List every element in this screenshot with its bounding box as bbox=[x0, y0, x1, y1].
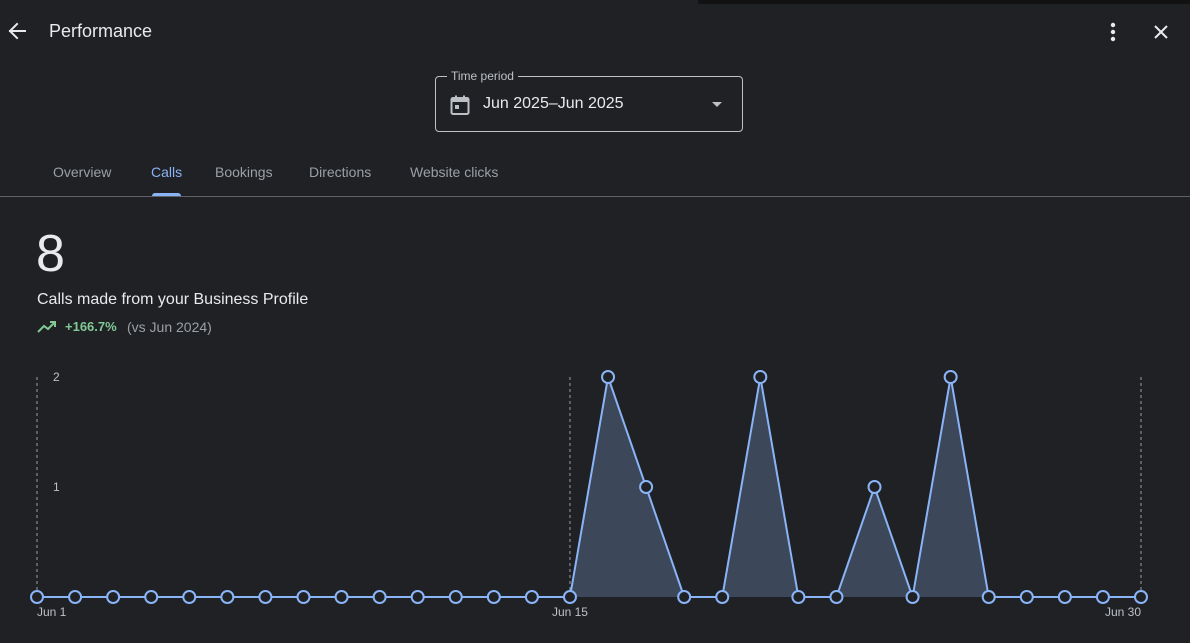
chart-point bbox=[943, 370, 958, 384]
tab-website-clicks[interactable]: Website clicks bbox=[410, 164, 499, 180]
chart-point bbox=[410, 590, 425, 604]
metric-label: Calls made from your Business Profile bbox=[37, 291, 309, 308]
chart-point bbox=[144, 590, 159, 604]
chart-x-tick-label: Jun 1 bbox=[37, 605, 67, 619]
more-options-button[interactable] bbox=[1100, 17, 1126, 47]
chart-point bbox=[1134, 590, 1148, 604]
back-button[interactable] bbox=[4, 15, 32, 47]
tab-bar: Overview Calls Bookings Directions Websi… bbox=[0, 150, 1190, 197]
calls-chart: 1 2 Jun 1 Jun 15 Jun 30 bbox=[0, 360, 1190, 643]
chart-point bbox=[1095, 590, 1110, 604]
tab-calls[interactable]: Calls bbox=[151, 164, 183, 180]
chart-x-tick-label: Jun 15 bbox=[552, 605, 588, 619]
change-percentage: +166.7% bbox=[65, 319, 117, 334]
chart-point bbox=[562, 590, 577, 604]
active-tab-indicator bbox=[152, 193, 181, 196]
header: Performance bbox=[0, 5, 1190, 60]
chart-point bbox=[486, 590, 501, 604]
chart-point bbox=[829, 590, 844, 604]
chart-point bbox=[220, 590, 235, 604]
tab-directions[interactable]: Directions bbox=[309, 164, 372, 180]
more-vert-icon bbox=[1110, 22, 1116, 42]
chart-y-tick-label: 2 bbox=[53, 370, 60, 384]
top-strip bbox=[0, 0, 1190, 5]
chart-y-tick-label: 1 bbox=[53, 480, 60, 494]
chart-point bbox=[981, 590, 996, 604]
chart-point bbox=[334, 590, 349, 604]
chart-point bbox=[68, 590, 83, 604]
chart-point bbox=[372, 590, 387, 604]
chart-svg: 1 2 Jun 1 Jun 15 Jun 30 bbox=[30, 370, 1148, 619]
time-period-value: Jun 2025–Jun 2025 bbox=[483, 95, 624, 112]
chart-point bbox=[715, 590, 730, 604]
total-calls-value: 8 bbox=[36, 225, 65, 283]
chart-point bbox=[296, 590, 311, 604]
chart-point bbox=[30, 590, 44, 604]
chart-point bbox=[1019, 590, 1034, 604]
page-title: Performance bbox=[49, 21, 153, 41]
chart-point bbox=[867, 480, 882, 494]
chart-point bbox=[677, 590, 692, 604]
tab-overview[interactable]: Overview bbox=[53, 164, 112, 180]
dropdown-arrow-icon bbox=[712, 102, 722, 107]
chart-point bbox=[182, 590, 197, 604]
calendar-icon bbox=[450, 95, 470, 115]
chart-point bbox=[258, 590, 273, 604]
chart-point bbox=[753, 370, 768, 384]
trending-up-icon bbox=[37, 321, 56, 333]
arrow-back-icon bbox=[8, 22, 26, 40]
chart-x-tick-label: Jun 30 bbox=[1105, 605, 1141, 619]
chart-point bbox=[791, 590, 806, 604]
comparison-period: (vs Jun 2024) bbox=[127, 319, 212, 335]
close-button[interactable] bbox=[1146, 17, 1176, 47]
chart-point bbox=[639, 480, 654, 494]
close-icon bbox=[1154, 25, 1168, 39]
chart-point bbox=[524, 590, 539, 604]
chart-point bbox=[601, 370, 616, 384]
chart-point bbox=[1057, 590, 1072, 604]
time-period-label: Time period bbox=[447, 69, 518, 83]
chart-point bbox=[106, 590, 121, 604]
chart-point bbox=[448, 590, 463, 604]
chart-point bbox=[905, 590, 920, 604]
time-period-select[interactable]: Time period Jun 2025–Jun 2025 bbox=[435, 69, 743, 132]
tab-bookings[interactable]: Bookings bbox=[215, 164, 273, 180]
